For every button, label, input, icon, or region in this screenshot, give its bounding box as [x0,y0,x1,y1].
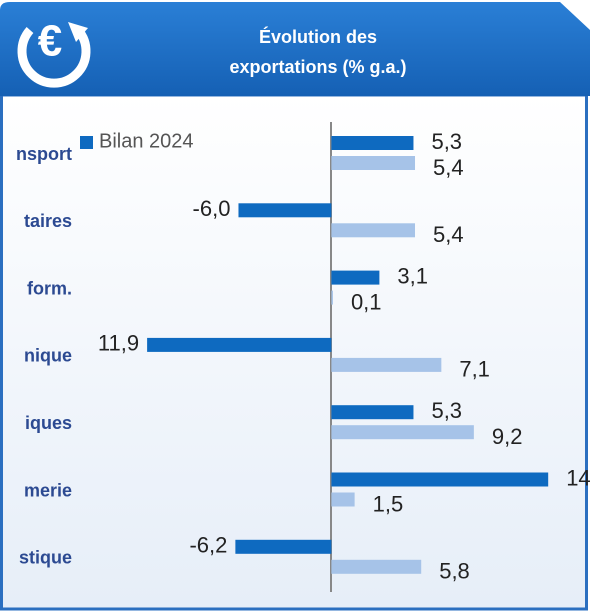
category-label: taires [24,211,72,231]
legend-swatch [80,136,93,149]
bar [331,270,380,285]
value-label: 5,3 [431,129,462,154]
bar [235,539,332,554]
category-label: form. [27,278,72,298]
value-label: 5,8 [439,559,470,584]
value-label: 5,4 [433,222,464,247]
bar [147,337,332,352]
value-label: -6,2 [189,533,227,558]
header-banner [0,2,590,96]
value-label: 7,1 [459,357,490,382]
value-label: 5,3 [431,398,462,423]
legend-label: Bilan 2024 [99,130,194,152]
chart-title: Évolution des exportations (% g.a.) [229,26,406,77]
bar [331,472,549,487]
bar [331,492,355,507]
bar [331,290,333,305]
bar [331,559,422,574]
value-label: 9,2 [492,424,523,449]
bar [331,223,416,238]
value-label: 11,9 [98,331,139,356]
category-label: nique [24,346,72,366]
bar [331,425,474,440]
category-label: merie [24,480,72,500]
bar [331,136,414,150]
bar [331,405,414,420]
panel [0,93,588,611]
euro-icon: € [17,17,91,88]
bar [331,156,416,170]
svg-text:€: € [38,17,62,66]
value-label: 3,1 [397,263,428,288]
bar [331,357,442,372]
category-label: nsport [16,144,72,164]
value-label: 0,1 [351,289,382,314]
value-label: -6,0 [193,196,231,221]
value-label: 14 [566,465,590,490]
value-label: 5,4 [433,155,464,180]
bar [238,203,332,218]
category-label: stique [19,548,72,568]
value-label: 1,5 [373,491,404,516]
category-label: iques [25,413,72,433]
